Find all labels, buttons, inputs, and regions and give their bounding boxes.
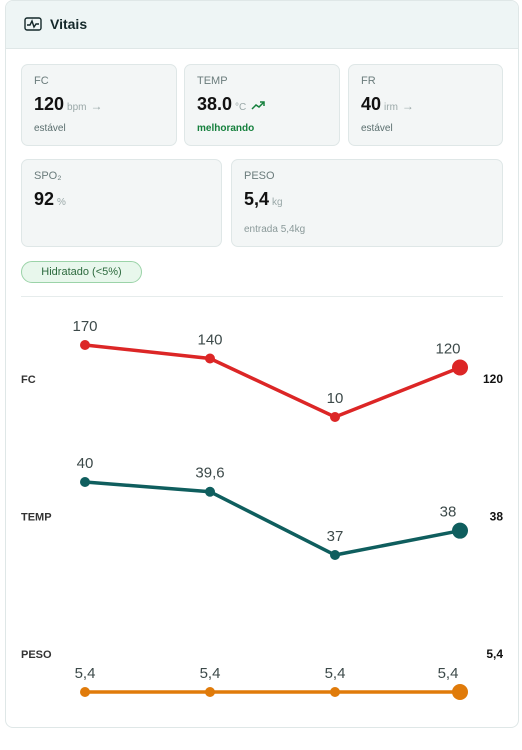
point-label: 5,4: [200, 665, 221, 682]
point-label: 140: [197, 331, 222, 348]
point-label: 10: [327, 390, 344, 407]
badge: Hidratado (<5%): [21, 261, 142, 283]
point-label: 38: [440, 504, 457, 521]
latest-value: 5,4: [486, 647, 503, 661]
point: [452, 359, 468, 376]
point-label: 170: [72, 318, 97, 335]
unit: bpm: [67, 102, 87, 113]
card-label: TEMP: [197, 75, 228, 87]
card-label: FC: [34, 75, 49, 87]
point: [330, 687, 340, 697]
card-value: 40 irm →: [361, 94, 414, 115]
point: [205, 486, 215, 497]
vitals-icon: [24, 17, 42, 31]
point: [80, 477, 90, 487]
trend-line: [84, 343, 461, 419]
point-label: 5,4: [438, 665, 459, 682]
card-value: 92%: [34, 189, 66, 210]
row-label: FC: [21, 374, 36, 386]
title: Vitais: [50, 16, 88, 32]
point-label: 39,6: [195, 465, 224, 482]
card-value: 120 bpm →: [34, 94, 103, 115]
row-label: PESO: [21, 649, 52, 661]
point-label: 5,4: [325, 665, 346, 682]
status: entrada 5,4kg: [244, 224, 306, 235]
point: [80, 687, 90, 697]
card: SPO₂ 92%: [21, 159, 222, 247]
trend-icon: →: [401, 99, 414, 113]
value: 120: [34, 94, 65, 114]
latest-value: 120: [483, 372, 503, 386]
trend-charts: FC 170 140 10 120 120 TEMP 40 39,6 37 38 38 PESO 5,4 5…: [21, 318, 504, 700]
header: Vitais: [6, 1, 518, 49]
card: FR 40 irm → estável: [348, 64, 503, 146]
row-label: TEMP: [21, 511, 52, 523]
vitals-panel: Vitais: [5, 0, 519, 728]
card-value: 5,4 kg: [244, 189, 283, 210]
value: 92: [34, 189, 55, 209]
point-label: 120: [435, 340, 460, 357]
unit: kg: [272, 197, 283, 208]
point: [452, 522, 468, 539]
status: melhorando: [197, 123, 255, 134]
unit: irm: [384, 102, 398, 113]
point-label: 37: [327, 528, 344, 545]
status: estável: [34, 123, 66, 134]
card: PESO 5,4 kg entrada 5,4kg: [231, 159, 503, 247]
point: [330, 550, 340, 560]
unit: °C: [235, 102, 247, 113]
trend-icon: →: [90, 99, 103, 113]
point: [330, 412, 340, 422]
latest-value: 38: [490, 510, 504, 524]
card: FC 120 bpm → estável: [21, 64, 177, 146]
value: 40: [361, 94, 382, 114]
status: estável: [361, 123, 393, 134]
point: [452, 684, 468, 700]
point-label: 5,4: [75, 665, 96, 682]
unit: %: [57, 197, 66, 208]
value: 5,4: [244, 189, 270, 209]
card-value: 38.0 °C: [197, 94, 266, 115]
point: [205, 687, 215, 697]
point-label: 40: [77, 455, 94, 472]
trend-icon: [251, 101, 266, 110]
value: 38.0: [197, 94, 233, 114]
trend-line: [84, 480, 461, 557]
divider: [21, 296, 503, 297]
card: TEMP 38.0 °C melhorando: [184, 64, 340, 146]
card-label: FR: [361, 75, 376, 87]
point: [205, 353, 215, 364]
card-label: PESO: [244, 170, 275, 182]
card-label: SPO₂: [34, 170, 62, 182]
point: [80, 340, 90, 350]
